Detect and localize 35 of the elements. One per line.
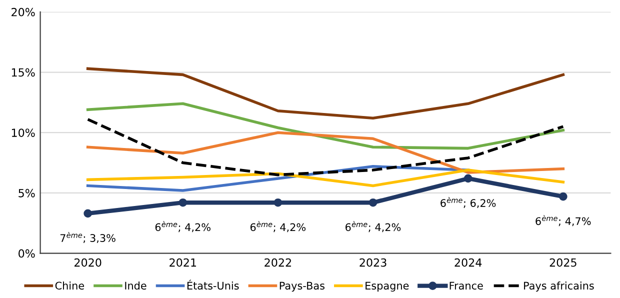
legend-label: États-Unis: [187, 280, 239, 290]
annotation: 6$^{ème}$; 4,2%: [155, 221, 210, 232]
annotation: 6$^{ème}$; 4,2%: [250, 221, 306, 232]
legend-label: Pays-Bas: [280, 282, 324, 292]
point: [368, 198, 378, 207]
y-tick-label: 15%: [12, 68, 35, 77]
x-tick-label: 2025: [550, 258, 576, 267]
annotation: 6$^{ème}$; 6,2%: [440, 197, 496, 208]
legend-label: France: [450, 282, 483, 290]
x-tick-label: 2020: [74, 258, 102, 267]
line-series: [86, 168, 565, 188]
line-series: [86, 131, 565, 174]
y-tick-label: 20%: [12, 8, 35, 16]
legend-label: Inde: [125, 282, 146, 290]
line-series: [86, 118, 565, 176]
line-series: [86, 102, 565, 150]
annotation: 7$^{ème}$; 3,3%: [60, 232, 116, 244]
x-tick-label: 2023: [360, 258, 386, 267]
legend-label: Espagne: [366, 282, 409, 292]
legend-label: Pays africains: [524, 282, 594, 292]
line-series: [86, 67, 565, 120]
x-tick-label: 2021: [170, 258, 196, 267]
y-tick-label: 5%: [18, 188, 35, 198]
point: [274, 198, 282, 207]
annotation: 6$^{ème}$; 4,7%: [536, 215, 591, 226]
y-tick-label: 0%: [18, 249, 35, 258]
point: [178, 198, 188, 207]
x-tick-label: 2022: [264, 258, 291, 267]
point: [84, 209, 92, 218]
legend-label: Chine: [55, 282, 84, 290]
y-tick-label: 10%: [12, 128, 35, 137]
x-tick-label: 2024: [454, 258, 482, 267]
point: [559, 192, 568, 201]
point: [464, 174, 472, 183]
annotation: 6$^{ème}$; 4,2%: [346, 221, 401, 232]
